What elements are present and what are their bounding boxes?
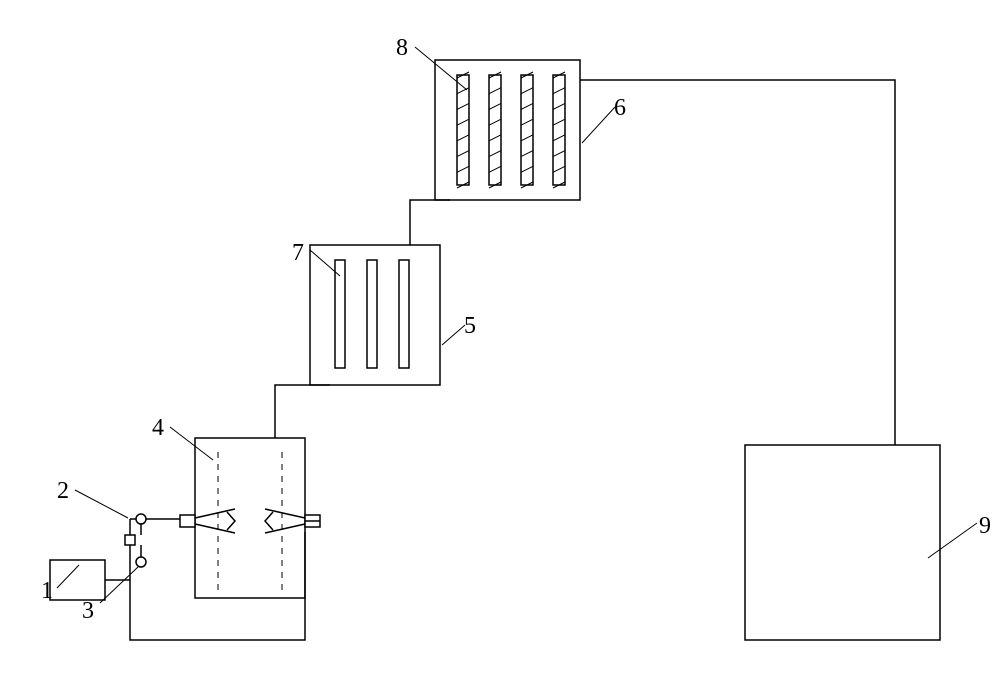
hatch-line: [489, 119, 501, 125]
node-4: [195, 438, 305, 598]
connection-line: [580, 80, 895, 445]
hatch-line: [553, 88, 565, 94]
hatch-line: [553, 103, 565, 109]
hatch-line: [457, 166, 469, 172]
hatch-line: [489, 166, 501, 172]
leader-line: [75, 490, 128, 518]
valve-circle: [136, 557, 146, 567]
hatch-line: [457, 151, 469, 157]
connection-line: [275, 385, 330, 438]
hatch-line: [553, 119, 565, 125]
hatch-line: [521, 88, 533, 94]
leader-line: [415, 47, 467, 90]
junction-square: [125, 535, 135, 545]
label-7: 7: [292, 240, 304, 266]
hatch-line: [521, 151, 533, 157]
hatch-line: [521, 135, 533, 141]
hatch-line: [521, 103, 533, 109]
label-1: 1: [41, 578, 53, 604]
nozzle-spray: [195, 509, 235, 533]
leader-line: [582, 107, 615, 143]
hatched-element: [553, 75, 565, 185]
nozzle-tube: [180, 515, 195, 527]
hatch-line: [489, 135, 501, 141]
label-8: 8: [396, 35, 408, 61]
tube-element: [399, 260, 409, 368]
tube-element: [335, 260, 345, 368]
tube-element: [367, 260, 377, 368]
hatch-line: [457, 119, 469, 125]
hatch-line: [489, 151, 501, 157]
hatch-line: [457, 88, 469, 94]
hatch-line: [457, 103, 469, 109]
hatch-line: [457, 135, 469, 141]
hatch-line: [553, 151, 565, 157]
nozzle-spray: [265, 509, 305, 533]
label-6: 6: [614, 95, 626, 121]
valve-circle: [136, 514, 146, 524]
leader-line: [170, 427, 213, 460]
label-9: 9: [979, 513, 991, 539]
leader-line: [57, 565, 79, 588]
hatch-line: [489, 103, 501, 109]
hatch-line: [521, 119, 533, 125]
hatched-element: [521, 75, 533, 185]
label-3: 3: [82, 598, 94, 624]
leader-line: [928, 523, 977, 558]
process-diagram: 1 2 3 4 5 6 7 8 9: [0, 0, 1000, 684]
hatch-line: [489, 88, 501, 94]
node-5: [310, 245, 440, 385]
label-2: 2: [57, 478, 69, 504]
hatch-line: [521, 166, 533, 172]
label-4: 4: [152, 415, 164, 441]
hatch-line: [553, 166, 565, 172]
leader-line: [442, 325, 465, 345]
hatch-line: [553, 135, 565, 141]
node-9: [745, 445, 940, 640]
hatched-element: [489, 75, 501, 185]
connection-line: [410, 200, 450, 245]
hatched-element: [457, 75, 469, 185]
label-5: 5: [464, 313, 476, 339]
